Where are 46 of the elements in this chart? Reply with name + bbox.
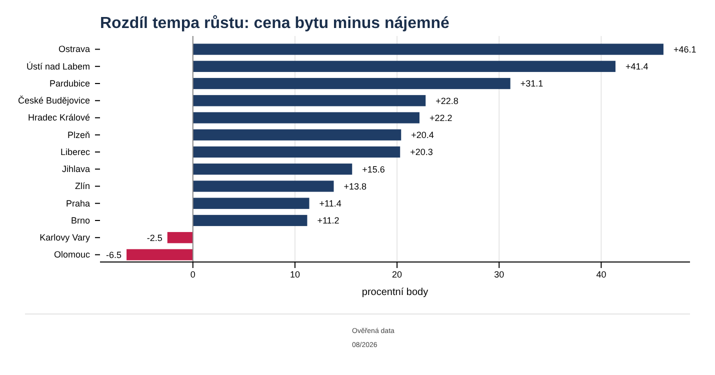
bar	[192, 214, 308, 226]
y-tick-label: Liberec	[60, 146, 90, 157]
data-label: +41.4	[625, 62, 648, 72]
y-tick-label: Ústí nad Labem	[26, 61, 90, 72]
bar	[126, 249, 193, 260]
x-tick-label: 30	[494, 269, 504, 280]
x-tick-label: 20	[392, 269, 402, 280]
data-label: +46.1	[673, 44, 696, 54]
data-label: +22.8	[436, 96, 458, 106]
bar	[192, 164, 352, 175]
data-label: +11.2	[317, 216, 340, 226]
y-tick-label: České Budějovice	[18, 96, 90, 106]
y-tick-label: Plzeň	[67, 130, 90, 140]
bar	[192, 180, 334, 192]
chart-title: Rozdíl tempa růstu: cena bytu minus nájemné	[100, 15, 450, 32]
bar	[192, 198, 310, 209]
data-label: +22.2	[430, 112, 452, 123]
x-axis-title: procentní body	[362, 287, 428, 298]
y-tick-label: Pardubice	[49, 78, 90, 88]
bar	[192, 129, 402, 140]
bar	[167, 232, 193, 244]
x-tick-label: 10	[290, 269, 300, 280]
data-label: +20.3	[410, 147, 433, 158]
data-label: +31.1	[520, 78, 544, 89]
y-tick-label: Zlín	[74, 181, 90, 192]
data-label: -6.5	[106, 250, 122, 260]
data-label: +15.6	[362, 164, 385, 174]
y-tick-label: Hradec Králové	[28, 112, 90, 123]
y-tick-label: Jihlava	[62, 164, 90, 174]
data-label: +20.4	[411, 130, 434, 140]
data-label: -2.5	[146, 232, 162, 243]
bar	[192, 78, 510, 90]
y-tick-label: Olomouc	[54, 250, 90, 260]
y-tick-label: Praha	[66, 198, 90, 208]
data-label: +13.8	[344, 181, 367, 192]
y-tick-label: Brno	[70, 215, 90, 226]
y-tick-label: Karlovy Vary	[40, 232, 90, 242]
bar	[192, 60, 616, 72]
y-tick-label: Ostrava	[58, 44, 90, 54]
data-label: +11.4	[319, 198, 342, 209]
bar	[192, 112, 420, 124]
x-tick-label: 0	[190, 269, 196, 280]
bar	[192, 44, 664, 55]
x-tick-label: 40	[596, 269, 606, 280]
bar	[192, 95, 426, 106]
bar	[192, 146, 400, 158]
